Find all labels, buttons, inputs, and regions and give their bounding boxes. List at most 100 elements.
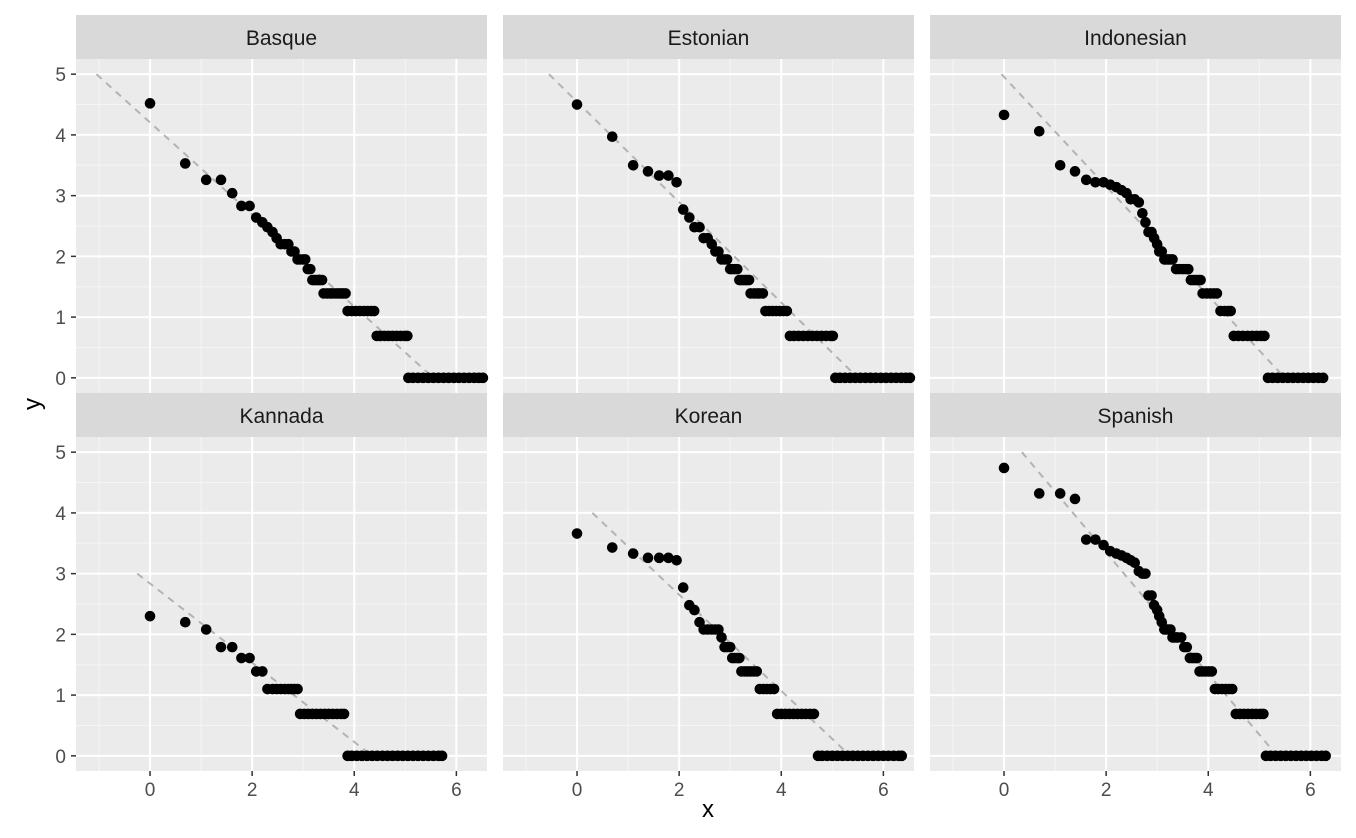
data-point <box>827 330 839 342</box>
x-tick-label: 0 <box>145 780 156 801</box>
facet-basque: Basque 0 1 2 3 4 5 <box>55 15 489 393</box>
data-point <box>1129 557 1141 569</box>
data-point <box>663 552 674 564</box>
data-point <box>236 652 247 664</box>
data-point <box>144 98 156 109</box>
data-point <box>1033 488 1045 499</box>
data-point <box>316 274 328 286</box>
data-point <box>653 170 665 181</box>
x-tick-label: 6 <box>1305 780 1316 801</box>
facet-strip-label: Estonian <box>668 27 750 50</box>
data-point <box>244 200 255 212</box>
y-tick-label: 2 <box>55 247 66 268</box>
data-point <box>368 305 380 317</box>
data-point <box>179 158 191 169</box>
data-point <box>244 652 255 664</box>
y-tick-label: 4 <box>55 126 66 147</box>
data-point <box>689 604 700 616</box>
data-point <box>1183 263 1194 275</box>
data-point <box>653 552 665 564</box>
data-point <box>1054 488 1066 499</box>
data-point <box>1080 534 1092 545</box>
data-point <box>721 254 733 265</box>
data-point <box>663 170 674 181</box>
reference-line <box>1000 73 1286 379</box>
facet-korean: Korean 0 2 4 6 <box>503 393 914 801</box>
data-point <box>226 641 238 653</box>
x-tick-label: 2 <box>674 780 685 801</box>
facet-strip <box>930 393 1341 437</box>
data-point <box>1195 274 1206 286</box>
facet-strip-label: Korean <box>675 405 743 428</box>
data-point <box>1054 159 1066 171</box>
x-tick-label: 6 <box>451 780 462 801</box>
data-point <box>716 632 727 643</box>
data-point <box>627 548 639 559</box>
data-point <box>1090 176 1101 188</box>
data-point <box>299 254 311 265</box>
data-point <box>677 204 689 215</box>
data-point <box>1069 493 1081 505</box>
data-point <box>1146 590 1157 601</box>
data-point <box>179 616 191 628</box>
data-point <box>292 683 303 695</box>
data-point <box>571 99 583 110</box>
facet-strip <box>503 393 914 437</box>
data-point <box>402 330 413 342</box>
data-point <box>606 131 618 143</box>
data-point <box>1137 207 1148 219</box>
data-point <box>1211 288 1223 299</box>
y-tick-label: 1 <box>55 308 66 329</box>
x-tick-label: 4 <box>349 780 360 801</box>
data-point <box>1259 330 1270 342</box>
y-tick-label: 3 <box>55 187 66 208</box>
data-point <box>1175 632 1187 643</box>
data-point <box>627 159 639 171</box>
facet-strip <box>76 393 487 437</box>
data-point <box>200 174 212 186</box>
y-tick-label: 5 <box>55 65 66 86</box>
data-point <box>734 652 745 664</box>
data-point <box>1140 217 1151 228</box>
data-point <box>1069 166 1081 177</box>
x-tick-label: 4 <box>1203 780 1214 801</box>
y-tick-label: 0 <box>55 369 66 390</box>
data-point <box>215 174 227 186</box>
y-tick-label: 0 <box>55 747 66 768</box>
data-point <box>743 274 755 286</box>
data-point <box>1317 372 1329 384</box>
data-point <box>896 750 908 762</box>
data-point <box>642 552 654 564</box>
data-point <box>684 212 695 223</box>
data-point <box>732 263 743 275</box>
data-point <box>340 288 351 299</box>
data-point <box>226 187 238 199</box>
data-point <box>642 166 654 177</box>
data-point <box>477 372 489 384</box>
x-tick-label: 0 <box>572 780 583 801</box>
y-tick-label: 4 <box>55 504 66 525</box>
data-point <box>1140 568 1151 579</box>
data-point <box>1080 174 1092 186</box>
facet-strip <box>930 15 1341 59</box>
data-point <box>768 683 780 695</box>
x-tick-label: 6 <box>878 780 889 801</box>
data-point <box>757 288 769 299</box>
facet-indonesian: Indonesian <box>930 15 1341 393</box>
data-point <box>998 462 1010 474</box>
facet-strip <box>76 15 487 59</box>
facet-kannada: Kannada 0 1 2 3 4 5 0 2 4 6 <box>55 393 487 801</box>
data-point <box>751 666 763 677</box>
facet-panels: Basque 0 1 2 3 4 5 Estonian Indonesian Kannada 0 1 2… <box>55 15 1341 801</box>
data-point <box>808 708 820 720</box>
x-axis-title: x <box>702 796 714 823</box>
facet-estonian: Estonian <box>503 15 916 393</box>
data-point <box>144 610 156 622</box>
y-tick-label: 5 <box>55 443 66 464</box>
data-point <box>1258 708 1269 720</box>
x-tick-label: 4 <box>776 780 787 801</box>
data-point <box>904 372 916 384</box>
reference-line <box>136 572 373 757</box>
data-point <box>1090 534 1101 545</box>
